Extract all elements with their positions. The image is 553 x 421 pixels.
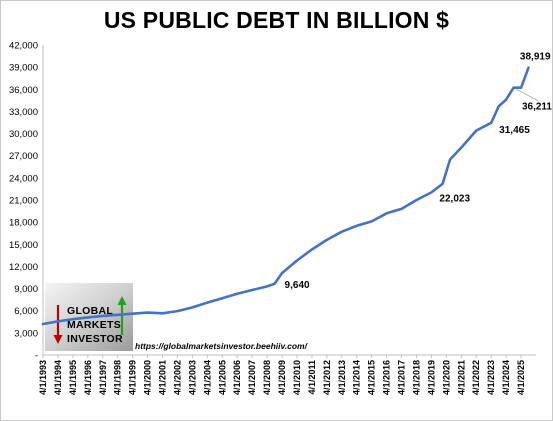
x-tick-label: 4/1/2022 — [471, 360, 481, 395]
logo-text-line: GLOBAL — [67, 305, 113, 317]
data-label: 22,023 — [439, 193, 470, 204]
watermark-url: https://globalmarketsinvestor.beehiiv.co… — [135, 341, 309, 351]
x-tick-label: 4/1/2019 — [426, 360, 436, 395]
x-tick-label: 4/1/1994 — [53, 360, 63, 395]
x-tick-label: 4/1/2005 — [217, 360, 227, 395]
x-tick-label: 4/1/2007 — [247, 360, 257, 395]
x-tick-label: 4/1/2015 — [367, 360, 377, 395]
y-tick-label: 36,000 — [9, 85, 38, 96]
y-tick-label: 18,000 — [9, 218, 38, 229]
x-tick-label: 4/1/2023 — [486, 360, 496, 395]
y-tick-label: 39,000 — [9, 63, 38, 74]
annotation-leader-line — [515, 88, 539, 102]
x-tick-label: 4/1/1998 — [113, 360, 123, 395]
y-tick-label: 3,000 — [14, 328, 38, 339]
x-tick-label: 4/1/2021 — [456, 360, 466, 395]
y-tick-label: 21,000 — [9, 196, 38, 207]
series-layer — [41, 66, 530, 326]
chart-title: US PUBLIC DEBT IN BILLION $ — [103, 7, 450, 33]
y-tick-label: 15,000 — [9, 240, 38, 251]
x-tick-label: 4/1/2009 — [277, 360, 287, 395]
x-tick-label: 4/1/2017 — [397, 360, 407, 395]
x-tick-label: 4/1/1999 — [128, 360, 138, 395]
y-tick-label: 42,000 — [9, 41, 38, 52]
x-tick-label: 4/1/2025 — [516, 360, 526, 395]
x-tick-label: 4/1/2004 — [202, 360, 212, 395]
logo-text-line: INVESTOR — [67, 333, 123, 345]
x-tick-label: 4/1/2013 — [337, 360, 347, 395]
data-label: 38,919 — [520, 52, 551, 63]
x-tick-label: 4/1/2002 — [172, 360, 182, 395]
x-tick-label: 4/1/1995 — [68, 360, 78, 395]
x-tick-label: 4/1/1997 — [98, 360, 108, 395]
x-tick-label: 4/1/1996 — [83, 360, 93, 395]
logo-text-line: MARKETS — [67, 319, 121, 331]
x-tick-label: 4/1/2016 — [382, 360, 392, 395]
data-label: 36,211 — [522, 102, 552, 113]
data-label: 9,640 — [285, 280, 310, 291]
y-tick-label: 30,000 — [9, 129, 38, 140]
axis-layer: - 3,000 6,000 9,000 12,000 15,000 18,000 21,000… — [9, 41, 536, 395]
y-tick-label: 27,000 — [9, 151, 38, 162]
x-tick-label: 4/1/2024 — [501, 360, 511, 395]
y-tick-label: 9,000 — [14, 284, 38, 295]
y-tick-label: - — [35, 351, 38, 362]
x-tick-label: 4/1/2003 — [187, 360, 197, 395]
x-tick-label: 4/1/2014 — [352, 360, 362, 395]
debt-series-line — [41, 66, 530, 326]
x-tick-label: 4/1/2000 — [143, 360, 153, 395]
annotation-layer: 9,640 22,023 31,465 36,211 38,919 — [285, 52, 552, 291]
x-tick-label: 4/1/1993 — [38, 360, 48, 395]
x-tick-label: 4/1/2018 — [411, 360, 421, 395]
y-tick-label: 33,000 — [9, 107, 38, 118]
x-tick-label: 4/1/2020 — [441, 360, 451, 395]
x-tick-label: 4/1/2011 — [307, 360, 317, 395]
x-tick-label: 4/1/2008 — [262, 360, 272, 395]
x-tick-label: 4/1/2001 — [158, 360, 168, 395]
y-tick-label: 12,000 — [9, 262, 38, 273]
data-label: 31,465 — [499, 125, 530, 136]
x-tick-label: 4/1/2012 — [322, 360, 332, 395]
down-arrow-icon — [53, 335, 63, 344]
y-tick-label: 6,000 — [14, 306, 38, 317]
y-tick-label: 24,000 — [9, 173, 38, 184]
x-tick-label: 4/1/2006 — [232, 360, 242, 395]
x-tick-label: 4/1/2010 — [292, 360, 302, 395]
up-arrow-icon — [117, 296, 127, 305]
